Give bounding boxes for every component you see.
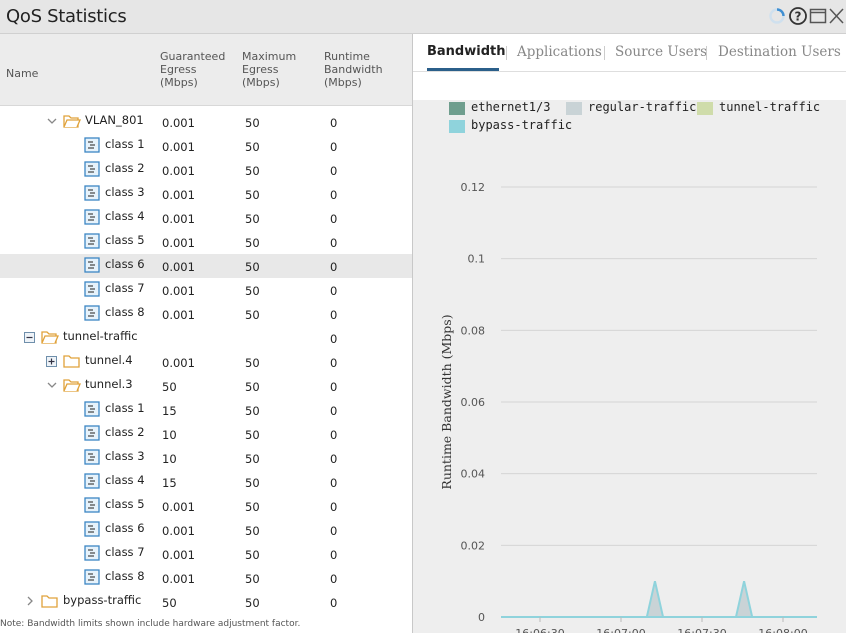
chart-plot: 0 0.02 0.04 0.06 0.08 0.1 0.12 16:06:30 16:07:00… [439, 181, 817, 633]
table-row[interactable]: class 2 10 50 0 [0, 422, 412, 446]
window-title: QoS Statistics [6, 6, 127, 27]
y-tick-label: 0.12 [461, 181, 486, 194]
tab-bandwidth[interactable]: Bandwidth [427, 44, 506, 59]
table-row[interactable]: class 5 0.001 50 0 [0, 494, 412, 518]
table-row[interactable]: class 2 0.001 50 0 [0, 158, 412, 182]
y-axis-label: Runtime Bandwidth (Mbps) [439, 314, 454, 489]
table-row[interactable]: class 8 0.001 50 0 [0, 566, 412, 590]
legend-swatch-regular [566, 102, 582, 115]
legend-swatch-tunnel [697, 102, 713, 115]
window-titlebar: QoS Statistics ? [0, 0, 846, 34]
x-tick-label: 16:07:00 [596, 627, 645, 633]
legend-swatch-bypass [449, 120, 465, 133]
y-tick-label: 0.02 [461, 539, 486, 552]
legend-label-ethernet[interactable]: ethernet1/3 [471, 100, 551, 114]
maximize-icon[interactable] [808, 6, 828, 26]
tab-bar: Bandwidth Applications Source Users Dest… [413, 34, 846, 72]
table-row[interactable]: class 3 10 50 0 [0, 446, 412, 470]
class-icon [84, 137, 100, 156]
y-tick-label: 0.06 [461, 396, 486, 409]
class-icon [84, 497, 100, 516]
table-row[interactable]: class 1 15 50 0 [0, 398, 412, 422]
legend-label-regular[interactable]: regular-traffic [588, 100, 697, 114]
class-icon [84, 545, 100, 564]
table-header: Name Guaranteed Egress (Mbps) Maximum Eg… [0, 34, 412, 106]
open-folder-icon [63, 377, 81, 396]
class-icon [84, 521, 100, 540]
open-folder-icon [41, 329, 59, 348]
class-icon [84, 425, 100, 444]
x-tick-label: 16:07:30 [677, 627, 726, 633]
folder-icon [41, 593, 59, 612]
class-icon [84, 257, 100, 276]
tab-separator [506, 46, 507, 60]
close-icon[interactable] [826, 6, 846, 26]
folder-icon [63, 353, 81, 372]
help-icon[interactable]: ? [788, 6, 808, 26]
header-name[interactable]: Name [6, 67, 39, 80]
tab-destination-users[interactable]: Destination Users [718, 44, 841, 60]
table-row[interactable]: class 1 0.001 50 0 [0, 134, 412, 158]
x-tick-label: 16:08:00 [758, 627, 807, 633]
qos-tree-table: Name Guaranteed Egress (Mbps) Maximum Eg… [0, 34, 412, 633]
table-row[interactable]: tunnel.3 50 50 0 [0, 374, 412, 398]
active-tab-indicator [427, 68, 499, 71]
class-icon [84, 305, 100, 324]
class-icon [84, 401, 100, 420]
collapse-box-icon[interactable] [24, 332, 35, 346]
table-row[interactable]: VLAN_801 0.001 50 0 [0, 110, 412, 134]
table-row[interactable]: class 4 15 50 0 [0, 470, 412, 494]
expand-chevron-icon[interactable] [24, 595, 36, 610]
class-icon [84, 209, 100, 228]
y-tick-label: 0.04 [461, 468, 486, 481]
chart-panel: Bandwidth Applications Source Users Dest… [412, 34, 846, 633]
tab-applications[interactable]: Applications [517, 44, 602, 60]
expand-box-icon[interactable] [46, 356, 57, 370]
table-row[interactable]: tunnel.4 0.001 50 0 [0, 350, 412, 374]
legend-label-bypass[interactable]: bypass-traffic [471, 118, 573, 132]
legend-swatch-ethernet [449, 102, 465, 115]
header-maximum-egress[interactable]: Maximum Egress (Mbps) [242, 50, 297, 89]
class-icon [84, 449, 100, 468]
table-row[interactable]: class 7 0.001 50 0 [0, 542, 412, 566]
table-row[interactable]: class 6 0.001 50 0 [0, 518, 412, 542]
open-folder-icon [63, 113, 81, 132]
table-row-selected[interactable]: class 6 0.001 50 0 [0, 254, 412, 278]
table-row[interactable]: class 8 0.001 50 0 [0, 302, 412, 326]
bandwidth-chart: ethernet1/3 regular-traffic tunnel-traff… [413, 100, 846, 633]
class-icon [84, 473, 100, 492]
class-icon [84, 281, 100, 300]
table-row[interactable]: class 5 0.001 50 0 [0, 230, 412, 254]
class-icon [84, 569, 100, 588]
class-icon [84, 161, 100, 180]
header-guaranteed-egress[interactable]: Guaranteed Egress (Mbps) [160, 50, 226, 89]
table-row[interactable]: class 3 0.001 50 0 [0, 182, 412, 206]
loading-spinner-icon [767, 6, 787, 26]
tab-separator [604, 46, 605, 60]
y-tick-label: 0.1 [468, 253, 486, 266]
y-tick-label: 0 [478, 611, 485, 624]
legend-label-tunnel[interactable]: tunnel-traffic [719, 100, 821, 114]
collapse-chevron-icon[interactable] [46, 379, 58, 394]
collapse-chevron-icon[interactable] [46, 115, 58, 130]
svg-text:?: ? [795, 10, 802, 24]
tab-source-users[interactable]: Source Users [615, 44, 708, 60]
tab-separator [706, 46, 707, 60]
table-row[interactable]: class 7 0.001 50 0 [0, 278, 412, 302]
class-icon [84, 185, 100, 204]
y-tick-label: 0.08 [461, 324, 486, 337]
table-row[interactable]: bypass-traffic 50 50 0 [0, 590, 412, 614]
table-row[interactable]: class 4 0.001 50 0 [0, 206, 412, 230]
bandwidth-note: Note: Bandwidth limits shown include har… [0, 619, 301, 629]
x-tick-label: 16:06:30 [515, 627, 564, 633]
header-runtime-bandwidth[interactable]: Runtime Bandwidth (Mbps) [324, 50, 383, 89]
table-row[interactable]: tunnel-traffic 0 [0, 326, 412, 350]
class-icon [84, 233, 100, 252]
